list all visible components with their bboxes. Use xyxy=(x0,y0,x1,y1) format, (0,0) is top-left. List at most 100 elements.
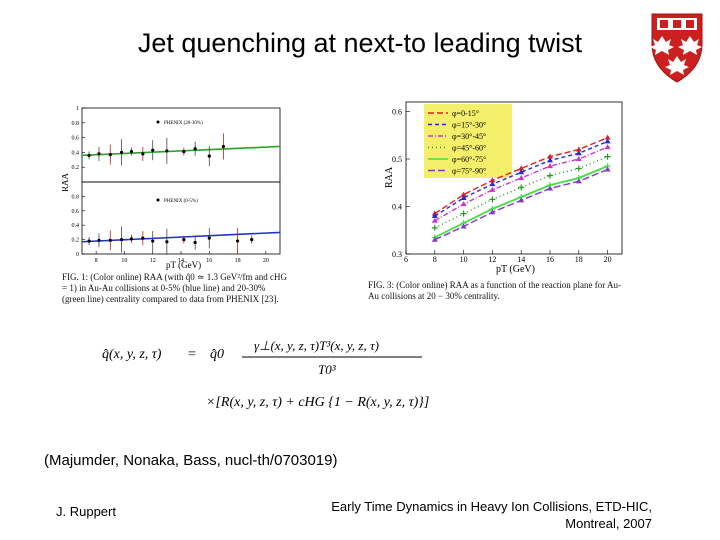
y-tick-label: 0.5 xyxy=(392,155,402,164)
bottom-panel-frame xyxy=(81,181,281,255)
x-tick-label: 12 xyxy=(150,258,156,264)
data-point xyxy=(250,238,254,242)
series-point xyxy=(460,223,467,229)
y-tick-label: 0.8 xyxy=(72,121,80,127)
data-point xyxy=(141,152,145,156)
data-point xyxy=(221,144,226,149)
data-point xyxy=(235,239,240,243)
footer-conference-line2: Montreal, 2007 xyxy=(565,516,652,531)
data-point xyxy=(141,236,145,240)
series-point xyxy=(547,172,553,179)
data-point xyxy=(182,238,186,242)
data-point xyxy=(193,240,197,245)
y-tick-label: 0.6 xyxy=(392,108,402,117)
legend-label: φ=45°-60° xyxy=(452,144,486,153)
model-curve xyxy=(81,231,281,243)
left-ylabel: RAA xyxy=(62,172,70,192)
y-tick-label: 1 xyxy=(76,106,79,112)
series-point xyxy=(518,165,525,171)
y-tick-label: 0.4 xyxy=(72,150,80,156)
data-point xyxy=(97,238,101,242)
legend-label: φ=30°-45° xyxy=(452,132,486,141)
data-point xyxy=(151,148,155,152)
series-point xyxy=(547,153,553,159)
x-tick-label: 20 xyxy=(263,258,269,264)
series-point xyxy=(489,209,496,215)
figure-left-raa-plot: 1 0.8 0.6 0.4 0.2 0.8 0.6 0.4 0.2 0 8 10 12 14 16 18 2… xyxy=(62,106,281,270)
formula-numerator: γ⊥(x, y, z, τ)T³(x, y, z, τ) xyxy=(254,338,379,353)
series-point xyxy=(547,185,553,191)
series-point xyxy=(575,178,582,184)
formula-q0: q̂0 xyxy=(210,347,224,362)
figure-left-caption: FIG. 1: (Color online) RAA (with q̂0 ≃ 1… xyxy=(62,272,287,304)
data-point xyxy=(151,239,155,243)
legend-label: φ=15°-30° xyxy=(452,121,486,130)
series-point xyxy=(518,175,525,180)
series-point xyxy=(460,191,467,197)
series-point xyxy=(431,236,438,242)
right-xlabel: pT (GeV) xyxy=(496,264,535,275)
mcgill-shield-icon xyxy=(650,13,703,83)
slide-title: Jet quenching at next-to leading twist xyxy=(137,28,583,58)
series-point xyxy=(489,196,496,203)
x-tick-label: 10 xyxy=(121,258,127,264)
series-point xyxy=(460,194,467,200)
x-tick-label: 16 xyxy=(546,255,554,264)
footer-conference-line1: Early Time Dynamics in Heavy Ion Collisi… xyxy=(331,499,652,514)
formula-denominator: T0³ xyxy=(318,362,337,377)
series-point xyxy=(431,224,438,231)
data-point xyxy=(97,152,101,156)
y-tick-label: 0.8 xyxy=(72,194,80,200)
x-tick-label: 16 xyxy=(206,258,212,264)
data-point xyxy=(207,154,211,158)
x-tick-label: 8 xyxy=(433,255,437,264)
series-point xyxy=(575,156,582,161)
series-point xyxy=(489,186,496,192)
y-tick-label: 0.6 xyxy=(72,136,80,142)
series-point xyxy=(604,153,611,160)
top-legend-label: PHENIX (20-30%) xyxy=(164,121,203,126)
figure-right-raa-plot: 0.6 0.5 0.4 0.3 6 8 10 12 14 16 18 20 RAA pT (GeV)… xyxy=(384,101,623,275)
figure-right-caption: FIG. 3: (Color online) RAA as a function… xyxy=(368,280,621,301)
bottom-legend-marker xyxy=(156,198,160,202)
top-legend-marker xyxy=(156,120,160,124)
series-point xyxy=(604,166,611,172)
series-point xyxy=(489,177,496,183)
right-plot-frame xyxy=(405,101,623,255)
legend-label: φ=60°-75° xyxy=(452,155,486,164)
qhat-formula: q̂(x, y, z, τ) = q̂0 γ⊥(x, y, z, τ)T³(x,… xyxy=(102,338,429,410)
data-point xyxy=(120,238,124,242)
x-tick-label: 14 xyxy=(178,258,184,264)
top-panel-frame xyxy=(81,107,281,183)
model-curve xyxy=(81,145,281,157)
x-tick-label: 20 xyxy=(604,255,612,264)
series-point xyxy=(604,138,611,144)
series-point xyxy=(518,169,525,175)
y-tick-label: 0.2 xyxy=(72,165,80,171)
x-tick-label: 18 xyxy=(235,258,241,264)
data-point xyxy=(207,236,211,240)
series-point xyxy=(604,144,611,150)
y-tick-label: 0 xyxy=(76,252,79,258)
legend-label: φ=0-15° xyxy=(452,109,479,118)
series-point xyxy=(575,150,582,156)
series-point xyxy=(431,213,438,218)
x-tick-label: 14 xyxy=(517,255,525,264)
x-tick-label: 10 xyxy=(460,255,468,264)
data-point xyxy=(193,147,197,151)
series-point xyxy=(460,210,467,217)
citation: (Majumder, Nonaka, Bass, nucl-th/0703019… xyxy=(44,452,338,469)
formula-second-line: ×[R(x, y, z, τ) + cHG {1 − R(x, y, z, τ)… xyxy=(206,395,429,410)
series-point xyxy=(547,157,553,163)
series-point xyxy=(604,134,611,140)
x-tick-label: 8 xyxy=(95,258,98,264)
y-tick-label: 0.4 xyxy=(72,223,80,229)
series-point xyxy=(489,181,496,187)
x-tick-label: 18 xyxy=(575,255,583,264)
data-point xyxy=(182,150,186,154)
series-point xyxy=(518,197,525,203)
formula-equals: = xyxy=(188,347,196,362)
y-tick-label: 0.2 xyxy=(72,238,80,244)
data-point xyxy=(120,150,124,154)
x-tick-label: 6 xyxy=(404,255,408,264)
